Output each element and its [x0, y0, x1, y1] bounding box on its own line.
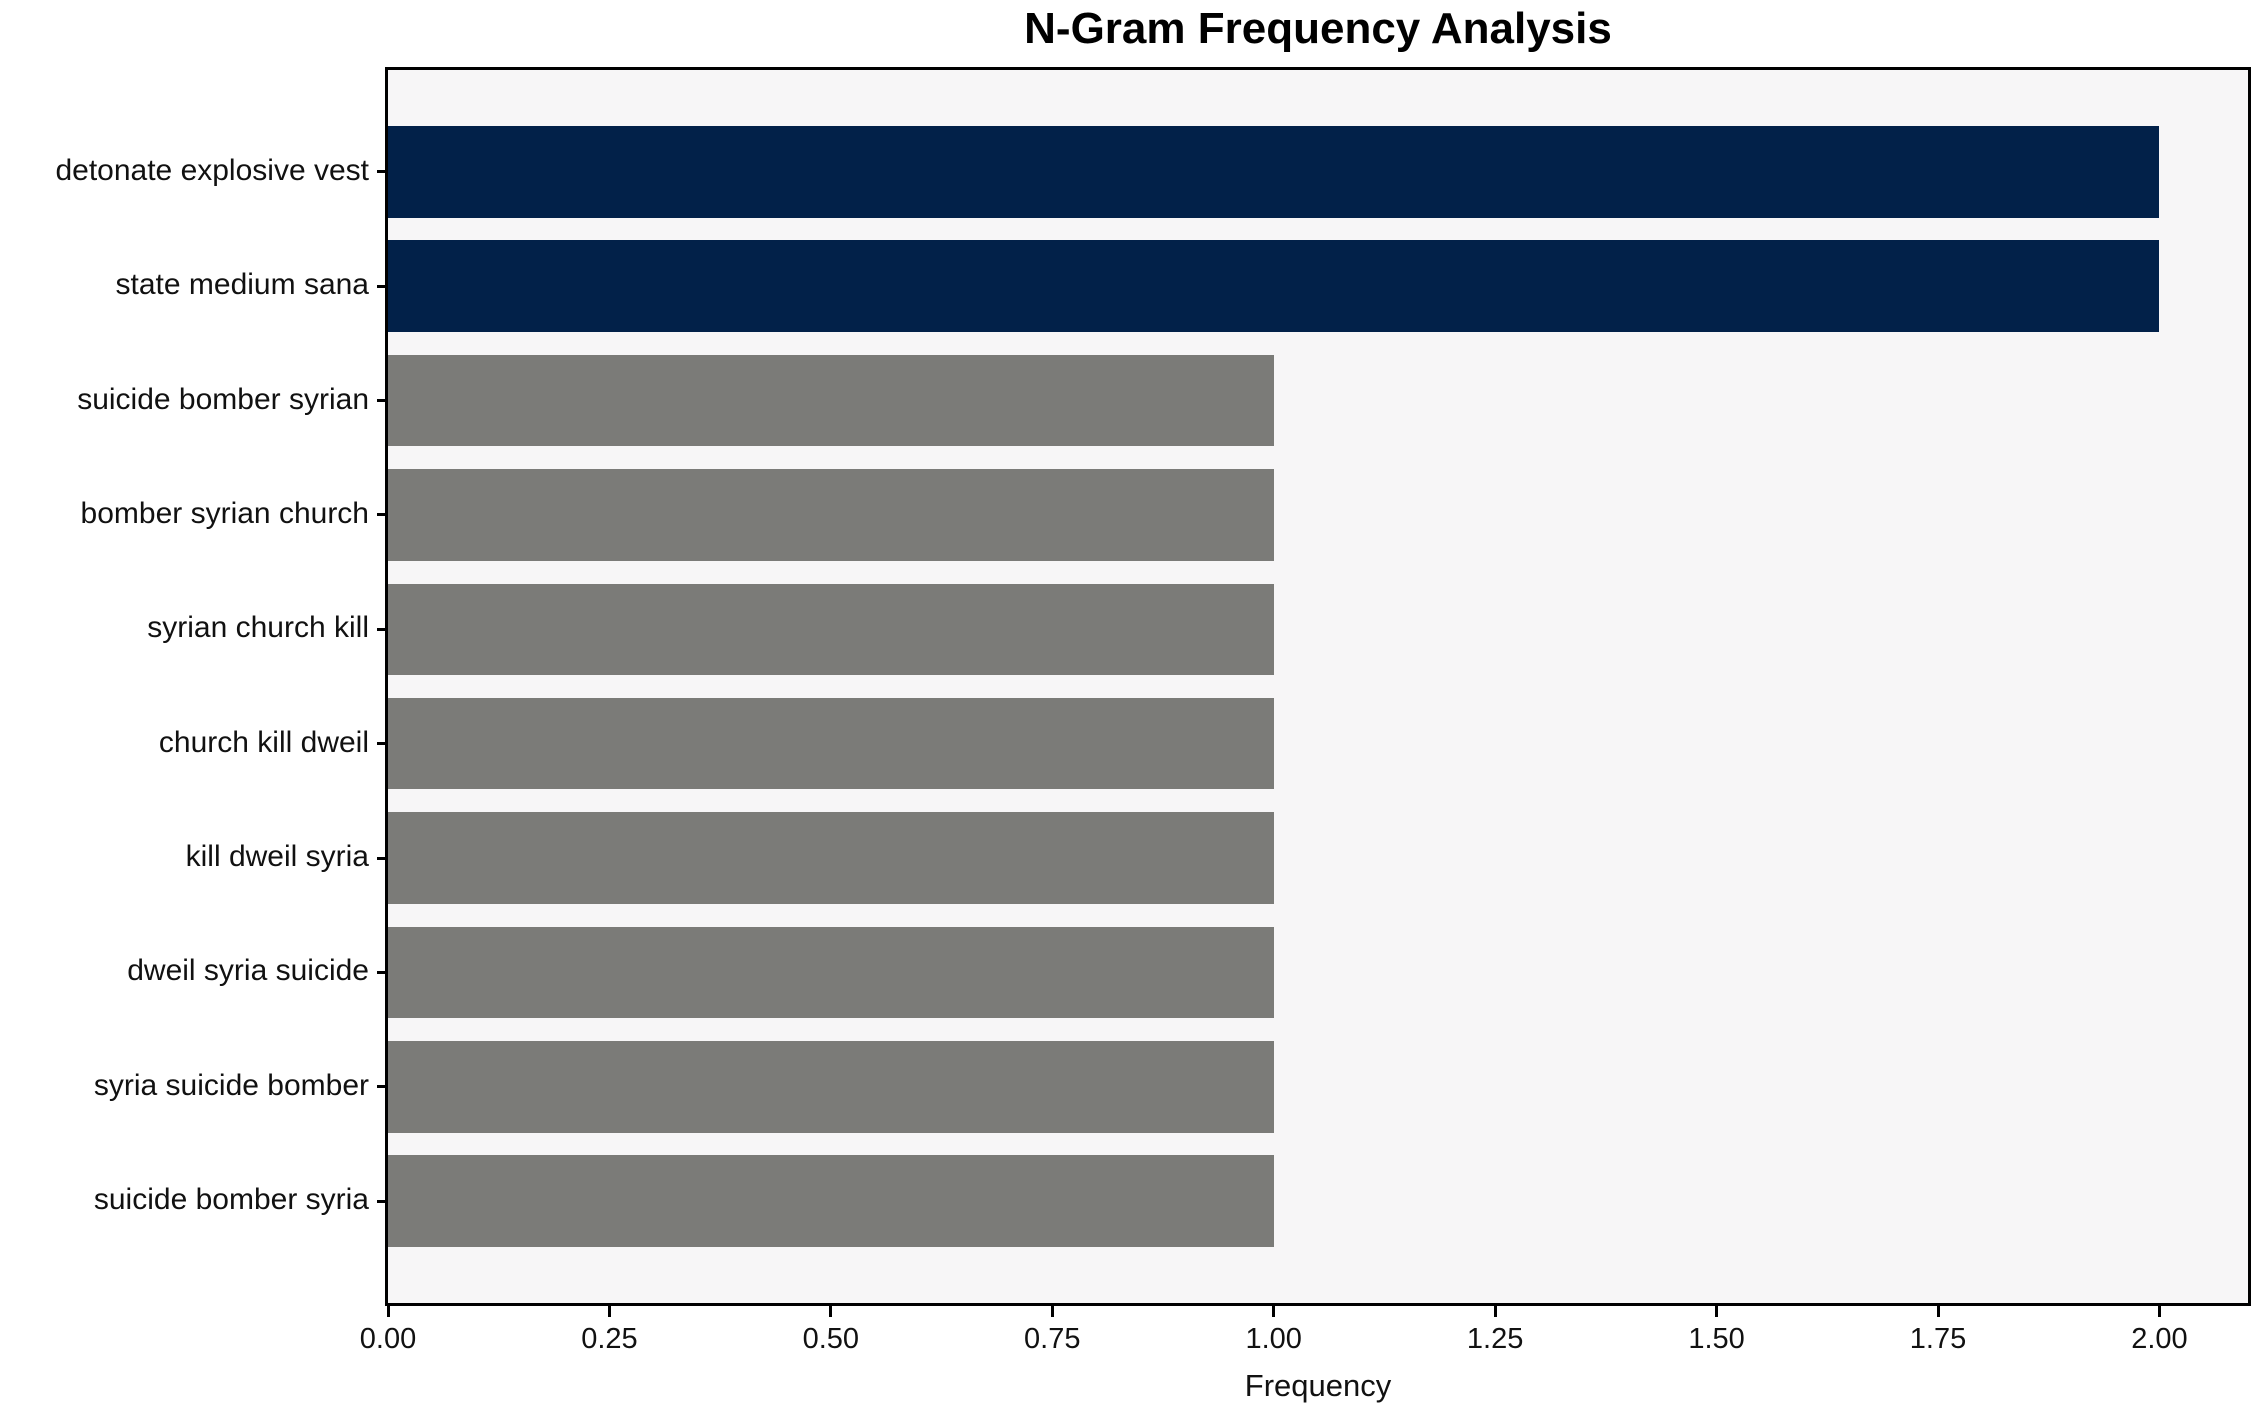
x-tick-label: 0.25	[581, 1323, 638, 1355]
y-tick-label: kill dweil syria	[185, 840, 369, 874]
x-axis-label: Frequency	[1244, 1368, 1392, 1403]
x-tick-mark	[1493, 1306, 1497, 1317]
bar	[388, 697, 1274, 790]
y-tick-label: bomber syrian church	[80, 496, 369, 530]
chart-title: N-Gram Frequency Analysis	[1024, 4, 1612, 53]
y-tick-mark	[377, 856, 387, 860]
y-tick-label: dweil syria suicide	[127, 954, 369, 988]
x-tick-mark	[829, 1306, 833, 1317]
y-tick-mark	[377, 513, 387, 517]
x-tick-mark	[2157, 1306, 2161, 1317]
x-tick-mark	[1715, 1306, 1719, 1317]
bar	[388, 583, 1274, 676]
plot-area	[385, 67, 2251, 1306]
y-tick-mark	[377, 1199, 387, 1203]
y-tick-mark	[377, 970, 387, 974]
x-tick-label: 1.50	[1688, 1323, 1745, 1355]
x-tick-mark	[386, 1306, 390, 1317]
x-tick-mark	[1272, 1306, 1276, 1317]
y-tick-mark	[377, 170, 387, 174]
x-tick-mark	[1050, 1306, 1054, 1317]
y-tick-mark	[377, 284, 387, 288]
y-tick-label: suicide bomber syria	[93, 1183, 369, 1217]
bar	[388, 926, 1274, 1019]
y-tick-label: syrian church kill	[147, 611, 369, 645]
x-tick-label: 0.75	[1024, 1323, 1081, 1355]
bar	[388, 354, 1274, 447]
y-tick-mark	[377, 1085, 387, 1089]
y-tick-label: state medium sana	[115, 268, 369, 302]
x-tick-label: 1.75	[1909, 1323, 1967, 1355]
x-tick-mark	[1936, 1306, 1940, 1317]
y-tick-label: church kill dweil	[158, 725, 369, 759]
x-tick-label: 1.00	[1245, 1323, 1302, 1355]
bar	[388, 240, 2160, 332]
bar	[388, 1155, 1274, 1247]
y-tick-label: suicide bomber syrian	[77, 382, 369, 416]
y-tick-mark	[377, 627, 387, 631]
y-tick-label: detonate explosive vest	[55, 153, 369, 187]
y-tick-label: syria suicide bomber	[93, 1068, 369, 1102]
bar	[388, 126, 2160, 218]
x-tick-label: 0.50	[802, 1323, 860, 1355]
x-tick-mark	[607, 1306, 611, 1317]
bar	[388, 812, 1274, 904]
bar	[388, 469, 1274, 561]
x-tick-label: 1.25	[1466, 1323, 1524, 1355]
y-tick-mark	[377, 742, 387, 746]
y-tick-mark	[377, 399, 387, 403]
x-tick-label: 2.00	[2131, 1323, 2188, 1355]
bar	[388, 1041, 1274, 1133]
x-tick-label: 0.00	[359, 1323, 417, 1355]
